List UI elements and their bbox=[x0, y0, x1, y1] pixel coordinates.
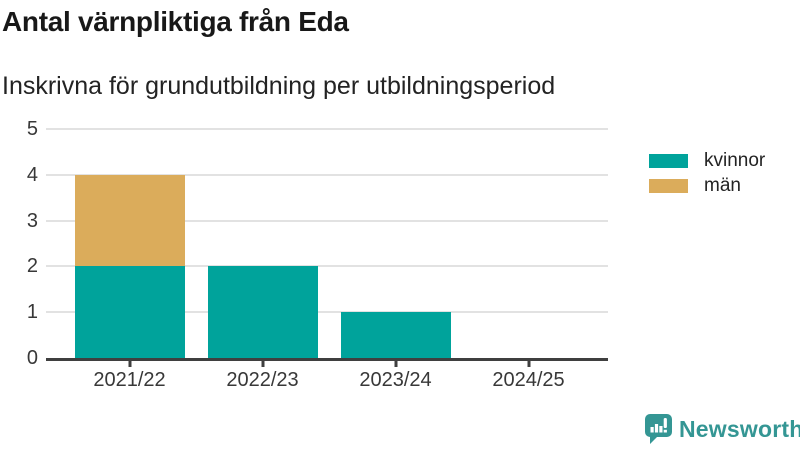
legend-label-man: män bbox=[704, 174, 741, 196]
x-tick-mark bbox=[261, 361, 264, 367]
chart-subtitle: Inskrivna för grundutbildning per utbild… bbox=[2, 72, 556, 100]
y-tick-label: 5 bbox=[26, 118, 38, 140]
gridline bbox=[46, 265, 608, 268]
legend-item-man: män bbox=[649, 174, 765, 197]
y-tick-label: 1 bbox=[26, 301, 38, 324]
gridline bbox=[46, 128, 608, 130]
x-tick-label: 2023/24 bbox=[359, 369, 432, 391]
newsworthy-logo-icon bbox=[645, 414, 672, 444]
bar-kvinnor-2022/23 bbox=[207, 266, 318, 358]
y-tick-label: 3 bbox=[26, 209, 38, 232]
bar-män-2021/22 bbox=[74, 174, 185, 267]
y-tick-label: 2 bbox=[26, 255, 38, 278]
gridline bbox=[46, 311, 608, 314]
legend: kvinnor män bbox=[649, 149, 765, 197]
x-tick-label: 2022/23 bbox=[226, 369, 299, 391]
legend-swatch-man bbox=[649, 178, 688, 193]
x-tick-label: 2021/22 bbox=[93, 369, 166, 391]
y-tick-label: 0 bbox=[26, 347, 38, 369]
legend-swatch-kvinnor bbox=[649, 153, 688, 168]
x-tick-label: 2024/25 bbox=[492, 369, 565, 391]
bar-kvinnor-2023/24 bbox=[340, 312, 451, 358]
x-axis-line bbox=[46, 358, 608, 361]
x-tick-mark bbox=[527, 361, 530, 367]
legend-label-kvinnor: kvinnor bbox=[704, 149, 766, 171]
x-axis-labels: 2021/22 2022/23 2023/24 2024/25 bbox=[46, 369, 608, 395]
gridline bbox=[46, 219, 608, 222]
brand-footer: Newsworthy bbox=[644, 413, 800, 445]
y-axis-labels: 0 1 2 3 4 5 bbox=[0, 119, 38, 368]
x-tick-mark bbox=[394, 361, 397, 367]
legend-item-kvinnor: kvinnor bbox=[649, 149, 765, 172]
plot-area bbox=[46, 128, 608, 367]
x-tick-mark bbox=[128, 361, 131, 367]
chart-title: Antal värnpliktiga från Eda bbox=[2, 6, 349, 37]
gridline bbox=[46, 173, 608, 176]
bar-kvinnor-2021/22 bbox=[74, 266, 185, 358]
brand-wordmark: Newsworthy bbox=[679, 415, 800, 442]
y-tick-label: 4 bbox=[26, 163, 38, 186]
